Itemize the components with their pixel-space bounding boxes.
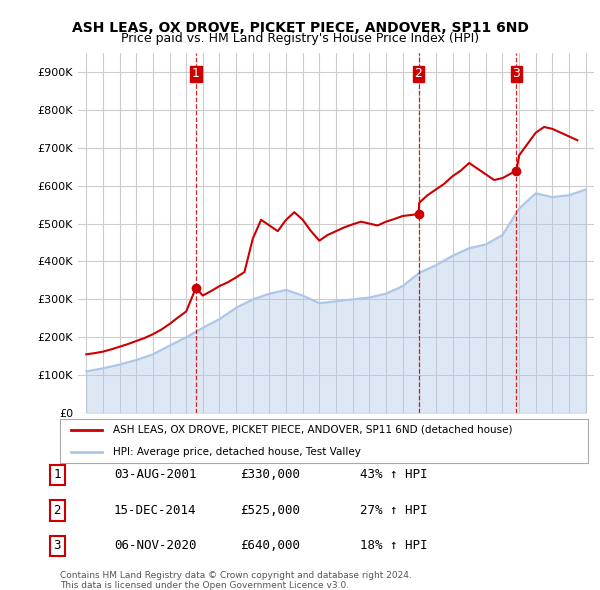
Text: 27% ↑ HPI: 27% ↑ HPI bbox=[360, 504, 427, 517]
Text: HPI: Average price, detached house, Test Valley: HPI: Average price, detached house, Test… bbox=[113, 447, 361, 457]
Text: 06-NOV-2020: 06-NOV-2020 bbox=[114, 539, 197, 552]
Text: 3: 3 bbox=[512, 67, 520, 80]
Text: £525,000: £525,000 bbox=[240, 504, 300, 517]
Text: Price paid vs. HM Land Registry's House Price Index (HPI): Price paid vs. HM Land Registry's House … bbox=[121, 32, 479, 45]
Text: 1: 1 bbox=[53, 468, 61, 481]
Text: Contains HM Land Registry data © Crown copyright and database right 2024.: Contains HM Land Registry data © Crown c… bbox=[60, 571, 412, 580]
Text: 03-AUG-2001: 03-AUG-2001 bbox=[114, 468, 197, 481]
Text: 18% ↑ HPI: 18% ↑ HPI bbox=[360, 539, 427, 552]
Text: ASH LEAS, OX DROVE, PICKET PIECE, ANDOVER, SP11 6ND: ASH LEAS, OX DROVE, PICKET PIECE, ANDOVE… bbox=[71, 21, 529, 35]
Text: 43% ↑ HPI: 43% ↑ HPI bbox=[360, 468, 427, 481]
Text: This data is licensed under the Open Government Licence v3.0.: This data is licensed under the Open Gov… bbox=[60, 581, 349, 589]
Text: ASH LEAS, OX DROVE, PICKET PIECE, ANDOVER, SP11 6ND (detached house): ASH LEAS, OX DROVE, PICKET PIECE, ANDOVE… bbox=[113, 425, 512, 435]
Text: 2: 2 bbox=[53, 504, 61, 517]
Text: £330,000: £330,000 bbox=[240, 468, 300, 481]
Text: 3: 3 bbox=[53, 539, 61, 552]
Text: 15-DEC-2014: 15-DEC-2014 bbox=[114, 504, 197, 517]
Text: £640,000: £640,000 bbox=[240, 539, 300, 552]
Text: 1: 1 bbox=[192, 67, 200, 80]
Text: 2: 2 bbox=[415, 67, 422, 80]
